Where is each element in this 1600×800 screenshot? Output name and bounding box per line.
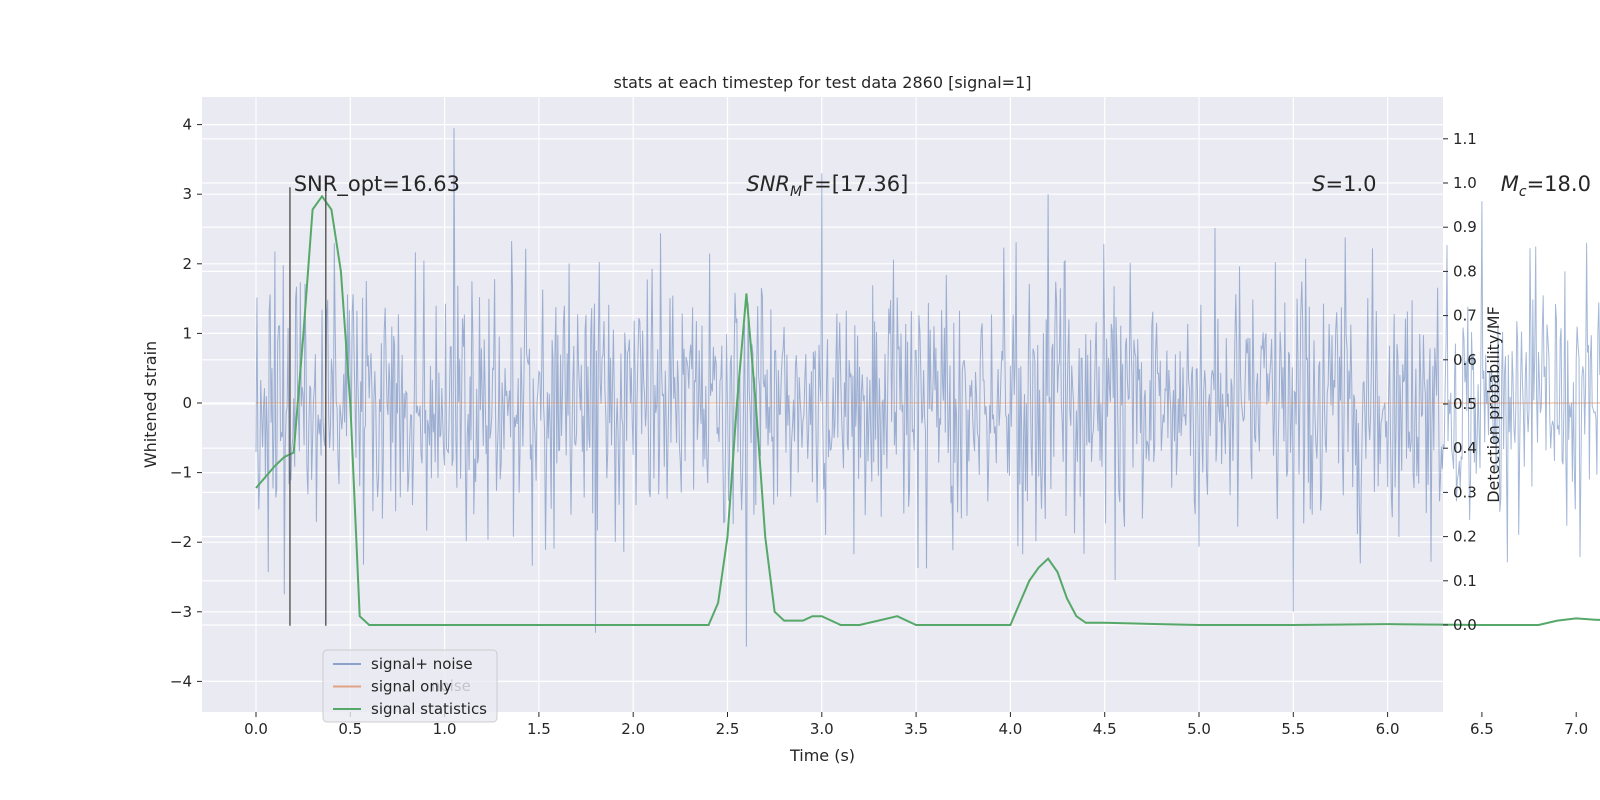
x-tick-label: 0.0 [244, 720, 268, 738]
marker-lines [289, 187, 327, 626]
series-signal-statistics [255, 194, 1600, 626]
y-tick-label: −4 [170, 672, 192, 690]
chart-title: stats at each timestep for test data 286… [613, 73, 1031, 92]
legend-box [322, 649, 498, 723]
x-tick-label: 2.5 [716, 720, 740, 738]
y-tick-label: 0 [182, 394, 192, 412]
y-tick-label: 1 [182, 324, 192, 342]
y2-tick-label: 0.7 [1453, 307, 1477, 325]
x-tick-label: 2.0 [621, 720, 645, 738]
y-tick-label: 4 [182, 116, 192, 134]
x-tick-label: 0.5 [338, 720, 362, 738]
y2-axis-label: Detection probability/MF [1484, 306, 1503, 503]
x-tick-label: 3.5 [904, 720, 928, 738]
series-signal-noise [255, 128, 1600, 647]
y-tick-label: 3 [182, 185, 192, 203]
legend-ghost-text: noise [431, 677, 471, 695]
y2-tick-label: 0.4 [1453, 439, 1477, 457]
x-tick-label: 4.0 [998, 720, 1022, 738]
annotations: SNR_opt=16.63 SNRMF=[17.36] S=1.0 Mc=18.0 [294, 172, 1591, 200]
x-axis-ticks: 0.0 0.5 1.0 1.5 2.0 2.5 3.0 3.5 4.0 4.5 5.0 5.5 6.0 6… [244, 712, 1588, 738]
y-tick-label: 2 [182, 255, 192, 273]
annotation-s: S=1.0 [1312, 172, 1376, 196]
y2-tick-label: 0.5 [1453, 395, 1477, 413]
y-tick-label: −3 [170, 603, 192, 621]
x-tick-label: 6.0 [1376, 720, 1400, 738]
x-tick-label: 5.5 [1281, 720, 1305, 738]
y-axis-label: Whitened strain [141, 341, 160, 468]
y2-tick-label: 0.8 [1453, 262, 1477, 280]
y-tick-label: −1 [170, 464, 192, 482]
y2-tick-label: 1.1 [1453, 130, 1477, 148]
signal-only-line [255, 402, 1600, 404]
y-axis-ticks: 4 3 2 1 0 −1 −2 −3 −4 [170, 116, 202, 690]
annotation-mc: Mc=18.0 [1501, 172, 1591, 200]
signal-statistics-line [255, 194, 1600, 626]
y2-tick-label: 0.3 [1453, 483, 1477, 501]
x-tick-label: 4.5 [1093, 720, 1117, 738]
y2-tick-label: 1.0 [1453, 174, 1477, 192]
signal-noise-line [255, 128, 1600, 647]
y2-tick-label: 0.6 [1453, 351, 1477, 369]
y-tick-label: −2 [170, 533, 192, 551]
x-tick-label: 3.0 [810, 720, 834, 738]
annotation-snr-mf: SNRMF=[17.36] [746, 172, 908, 200]
x-tick-label: 6.5 [1470, 720, 1494, 738]
x-tick-label: 5.0 [1187, 720, 1211, 738]
y2-tick-label: 0.9 [1453, 218, 1477, 236]
y2-tick-label: 0.1 [1453, 572, 1477, 590]
y2-tick-label: 0.0 [1453, 616, 1477, 634]
legend-label-signal-statistics: signal statistics [371, 700, 487, 718]
x-tick-label: 7.0 [1564, 720, 1588, 738]
y2-axis-ticks: 1.1 1.0 0.9 0.8 0.7 0.6 0.5 0.4 0.3 0.2 0.1 0.0 [1443, 130, 1477, 634]
x-tick-label: 1.0 [433, 720, 457, 738]
series-signal-only [255, 402, 1600, 404]
legend-label-signal-only: signal only [371, 678, 452, 696]
x-tick-label: 1.5 [527, 720, 551, 738]
annotation-snr-opt: SNR_opt=16.63 [294, 172, 460, 197]
legend: noise signal+ noise signal only signal s… [322, 649, 498, 723]
x-axis-label: Time (s) [789, 746, 855, 765]
y2-tick-label: 0.2 [1453, 528, 1477, 546]
legend-label-signal-noise: signal+ noise [371, 655, 473, 673]
